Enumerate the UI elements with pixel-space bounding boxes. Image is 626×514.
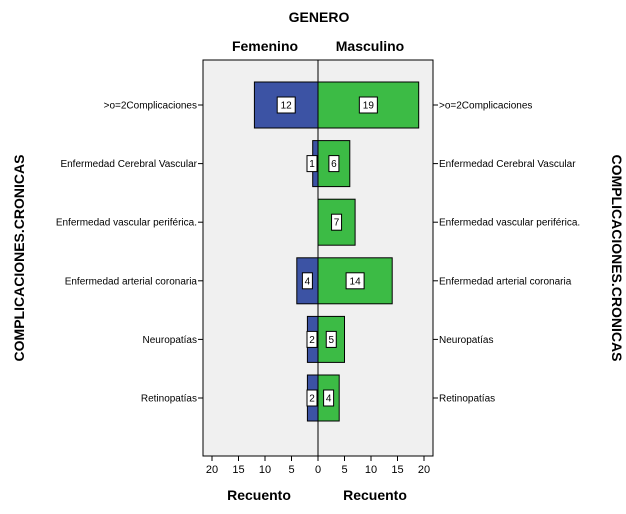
x-tick-label-masculino: 10	[365, 464, 377, 476]
y-axis-label-left: COMPLICACIONES.CRONICAS	[11, 155, 27, 362]
legend-femenino: Femenino	[232, 38, 298, 54]
data-label-masculino: 6	[331, 159, 337, 170]
data-label-box-masculino	[323, 389, 335, 407]
data-label-masculino: 5	[328, 335, 334, 346]
x-tick-label-femenino: 0	[315, 464, 321, 476]
data-label-femenino: 1	[309, 159, 315, 170]
data-label-femenino: 2	[309, 335, 315, 346]
category-label-left: >o=2Complicaciones	[104, 101, 197, 112]
category-label-right: >o=2Complicaciones	[439, 101, 532, 112]
data-label-box-femenino	[276, 96, 296, 114]
x-tick-label-masculino: 20	[418, 464, 430, 476]
x-tick-label-femenino: 5	[288, 464, 294, 476]
data-label-femenino: 4	[305, 276, 311, 287]
x-axis-label-femenino: Recuento	[227, 487, 291, 503]
category-label-left: Enfermedad vascular periférica.	[56, 218, 197, 229]
x-tick-label-femenino: 15	[232, 464, 244, 476]
x-tick-label-femenino: 20	[206, 464, 218, 476]
data-label-box-masculino	[345, 272, 365, 290]
category-label-right: Enfermedad Cerebral Vascular	[439, 159, 576, 170]
data-label-femenino: 12	[281, 101, 293, 112]
data-label-masculino: 19	[363, 101, 375, 112]
data-label-masculino: 14	[350, 276, 362, 287]
bar-masculino	[317, 315, 345, 363]
data-label-masculino: 7	[334, 218, 340, 229]
data-label-box-masculino	[328, 155, 340, 173]
data-label-masculino: 4	[326, 394, 332, 405]
data-label-femenino: 2	[309, 394, 315, 405]
legend-masculino: Masculino	[336, 38, 404, 54]
data-label-box-masculino	[325, 330, 337, 348]
data-label-box-femenino	[306, 389, 318, 407]
data-label-box-femenino	[306, 155, 318, 173]
category-label-left: Enfermedad arterial coronaria	[65, 276, 198, 287]
data-label-box-femenino	[306, 330, 318, 348]
data-label-box-femenino	[301, 272, 313, 290]
category-label-right: Enfermedad vascular periférica.	[439, 218, 580, 229]
category-label-left: Enfermedad Cerebral Vascular	[60, 159, 197, 170]
data-label-box-masculino	[331, 213, 343, 231]
category-label-left: Neuropatías	[143, 335, 197, 346]
x-tick-label-masculino: 15	[391, 464, 403, 476]
data-label-box-masculino	[358, 96, 378, 114]
x-tick-label-masculino: 5	[341, 464, 347, 476]
category-label-left: Retinopatías	[141, 394, 197, 405]
category-label-right: Enfermedad arterial coronaria	[439, 276, 572, 287]
x-axis-label-masculino: Recuento	[343, 487, 407, 503]
category-label-right: Retinopatías	[439, 394, 495, 405]
category-label-right: Neuropatías	[439, 335, 493, 346]
y-axis-label-right: COMPLICACIONES.CRONICAS	[609, 155, 625, 362]
chart-title: GENERO	[289, 9, 350, 25]
x-tick-label-femenino: 10	[259, 464, 271, 476]
